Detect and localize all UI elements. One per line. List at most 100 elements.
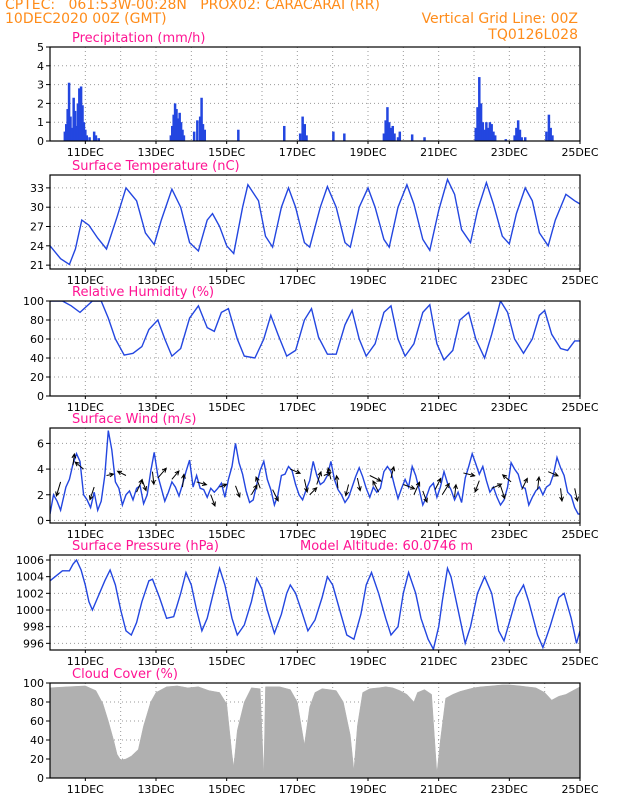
precip-bar xyxy=(303,124,307,141)
wind-vector xyxy=(453,483,458,498)
precip-bar xyxy=(520,137,523,141)
header-station: CPTEC: 061:53W-00:28N PROX02: CARACARAI … xyxy=(5,0,380,13)
precip-bar xyxy=(173,103,177,141)
wind-vector xyxy=(151,471,156,486)
x-tick-label: 25DEC xyxy=(561,655,598,668)
wind-frame xyxy=(49,427,581,524)
precip-bar xyxy=(182,135,186,141)
header-code: TQ0126L028 xyxy=(488,27,578,43)
precip-bar xyxy=(203,129,207,141)
wind-vector xyxy=(326,467,332,480)
x-tick-label: 17DEC xyxy=(279,655,316,668)
y-tick-label: 33 xyxy=(30,182,44,195)
x-tick-label: 15DEC xyxy=(208,401,245,414)
x-tick-label: 23DEC xyxy=(491,655,528,668)
wind-vector xyxy=(316,470,323,485)
x-tick-label: 19DEC xyxy=(349,655,386,668)
rh-series-line xyxy=(50,301,580,362)
y-tick-label: 2 xyxy=(37,97,44,110)
precip-bar xyxy=(196,120,199,141)
x-tick-label: 23DEC xyxy=(491,274,528,287)
x-tick-label: 15DEC xyxy=(208,783,245,796)
precip-bar xyxy=(69,116,72,141)
precip-bar xyxy=(516,120,520,141)
precip-bar xyxy=(175,109,178,141)
y-tick-label: 1002 xyxy=(16,587,44,600)
wind-vector xyxy=(501,474,512,483)
y-tick-label: 1004 xyxy=(16,571,44,584)
x-tick-label: 21DEC xyxy=(420,401,457,414)
precip-bar xyxy=(176,118,180,141)
wind-vector xyxy=(141,479,147,492)
x-tick-label: 25DEC xyxy=(561,274,598,287)
precip-bar xyxy=(63,131,67,141)
x-tick-label: 17DEC xyxy=(279,146,316,159)
x-tick-label: 23DEC xyxy=(491,528,528,541)
precip-bar xyxy=(490,124,493,141)
y-tick-label: 60 xyxy=(30,715,44,728)
precip-bar xyxy=(97,138,101,141)
precip-bar xyxy=(76,103,80,141)
wind-vector xyxy=(403,484,416,490)
precip-bar xyxy=(85,135,88,141)
wind-vector xyxy=(422,490,428,504)
precip-bar xyxy=(504,139,508,141)
precip-bar xyxy=(172,114,175,141)
wind-vector xyxy=(309,486,318,496)
x-tick-label: 11DEC xyxy=(67,146,104,159)
wind-vector xyxy=(413,481,421,495)
x-tick-label: 13DEC xyxy=(137,401,174,414)
precip-bar xyxy=(78,88,81,141)
precip-frame xyxy=(49,46,581,142)
wind-vector xyxy=(474,480,480,493)
precip-bar xyxy=(545,131,548,141)
x-tick-label: 13DEC xyxy=(137,655,174,668)
temp-frame xyxy=(49,174,581,270)
y-tick-label: 80 xyxy=(30,314,44,327)
y-tick-label: 30 xyxy=(30,201,44,214)
wind-vector xyxy=(235,485,241,499)
y-tick-label: 21 xyxy=(30,259,44,272)
precip-bar xyxy=(70,127,74,141)
y-tick-label: 4 xyxy=(37,60,44,73)
y-tick-label: 3 xyxy=(37,79,44,92)
wind-vector xyxy=(334,474,340,489)
rh-panel: 0 20 40 60 80 100 11DEC 13DEC 15DEC 17DEC 19DEC 21D… xyxy=(23,285,599,414)
y-tick-label: 100 xyxy=(23,677,44,690)
y-tick-label: 40 xyxy=(30,734,44,747)
wind-vector xyxy=(171,470,180,480)
x-tick-label: 11DEC xyxy=(67,528,104,541)
wind-vector xyxy=(559,488,564,503)
wind-vector xyxy=(290,468,302,474)
precip-bar xyxy=(81,105,84,141)
x-tick-label: 13DEC xyxy=(137,783,174,796)
x-tick-label: 21DEC xyxy=(420,274,457,287)
precip-bar xyxy=(481,122,485,141)
x-tick-label: 13DEC xyxy=(137,146,174,159)
precip-bar xyxy=(486,127,490,141)
x-tick-label: 21DEC xyxy=(420,655,457,668)
precip-bar xyxy=(547,114,551,141)
precip-bar xyxy=(201,124,205,141)
precip-title: Precipitation (mm/h) xyxy=(72,31,205,46)
precip-bar xyxy=(389,127,393,141)
header-grid-note: Vertical Grid Line: 00Z xyxy=(421,11,578,27)
header-run-time: 10DEC2020 00Z (GMT) xyxy=(5,11,167,27)
precip-bar xyxy=(492,131,495,141)
x-tick-label: 11DEC xyxy=(67,274,104,287)
cloud-cover-area xyxy=(49,684,581,779)
precip-bar xyxy=(171,125,174,141)
x-tick-label: 19DEC xyxy=(349,783,386,796)
x-tick-label: 19DEC xyxy=(349,401,386,414)
precip-bar xyxy=(523,137,527,141)
y-tick-label: 27 xyxy=(30,221,44,234)
wind-vector xyxy=(548,471,560,477)
x-tick-label: 11DEC xyxy=(67,783,104,796)
y-tick-label: 20 xyxy=(30,753,44,766)
precip-bar xyxy=(515,127,518,141)
wind-vector xyxy=(463,472,476,478)
precip-bar xyxy=(549,127,552,141)
x-tick-label: 17DEC xyxy=(279,401,316,414)
wind-vector xyxy=(344,484,350,497)
x-tick-label: 25DEC xyxy=(561,146,598,159)
